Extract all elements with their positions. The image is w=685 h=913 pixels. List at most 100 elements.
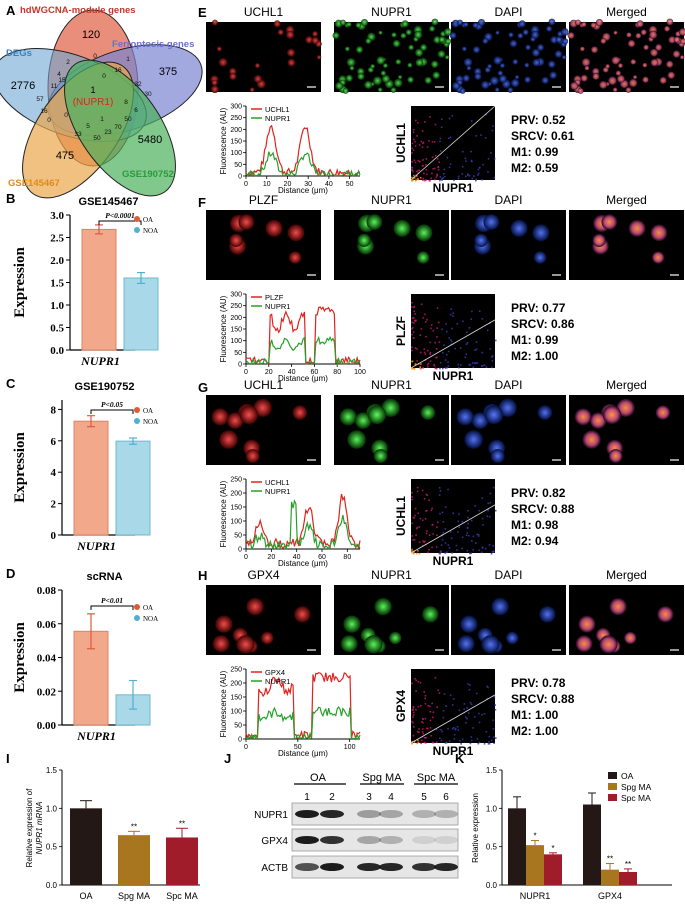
- scatter-point: [470, 739, 473, 742]
- scatter-point: [494, 737, 497, 739]
- scatter-point: [438, 341, 441, 343]
- cell: [253, 398, 272, 417]
- cell: [667, 71, 676, 80]
- scatter-point: [416, 490, 419, 493]
- fluor-y-tick-label: 150: [230, 505, 242, 512]
- y-tick-label: 0.0: [50, 345, 64, 357]
- scatter-point: [436, 173, 438, 176]
- fluor-y-tick-label: 100: [230, 709, 242, 716]
- fluor-line-uchl1: [245, 493, 361, 551]
- micrograph-merged: [567, 18, 685, 94]
- scatter-point: [424, 179, 426, 182]
- scatter-point: [454, 347, 457, 350]
- scatter-point: [411, 327, 413, 330]
- scatter-point: [472, 548, 475, 551]
- scatter-point: [424, 697, 427, 700]
- chart-title: scRNA: [86, 571, 122, 583]
- scatter-point: [493, 158, 496, 160]
- scatter-point: [466, 527, 469, 529]
- scatter-point: [475, 542, 477, 544]
- cell: [433, 36, 441, 44]
- scatter-point: [461, 172, 464, 175]
- scatter-point: [440, 739, 443, 742]
- scatter-fit-line: [410, 504, 496, 554]
- cell: [518, 20, 526, 28]
- scatter-point: [414, 145, 417, 147]
- cell: [524, 76, 531, 83]
- scatter-point: [464, 157, 467, 160]
- stat-m2: M2: 1.00: [511, 349, 559, 363]
- cell: [581, 57, 591, 67]
- wb-band: [357, 863, 381, 871]
- fluor-x-tick-label: 80: [333, 369, 341, 376]
- cell: [381, 74, 390, 83]
- cell: [211, 79, 218, 86]
- scatter-point: [420, 328, 423, 330]
- cell: [673, 36, 681, 43]
- scatter-point: [413, 538, 416, 541]
- channel-label-uchl1: UCHL1: [244, 5, 284, 19]
- scatter-point: [470, 160, 473, 163]
- wb-blot-strip: [291, 828, 459, 852]
- scatter-x-label: NUPR1: [433, 181, 474, 195]
- wb-lane-number: 4: [388, 792, 394, 803]
- scatter-point: [412, 707, 415, 709]
- stat-srcv: SRCV: 0.88: [511, 502, 575, 516]
- venn-small-count: 57: [36, 96, 44, 103]
- legend-marker: [134, 615, 140, 621]
- cell: [346, 21, 352, 27]
- stat-prv: PRV: 0.77: [511, 301, 566, 315]
- cell: [579, 46, 585, 52]
- scatter-point: [411, 548, 413, 551]
- scatter-point: [472, 535, 475, 538]
- wb-lane-number: 6: [443, 792, 449, 803]
- cell: [355, 46, 364, 54]
- scatter-point: [422, 317, 424, 319]
- fluor-line-nupr1: [245, 151, 361, 177]
- fluor-x-tick-label: 60: [318, 554, 326, 561]
- scatter-point: [429, 351, 432, 354]
- scatter-point: [448, 337, 451, 339]
- scatter-point: [478, 712, 480, 715]
- micrograph-plzf: [206, 210, 321, 280]
- cell: [400, 32, 407, 39]
- scatter-point: [411, 709, 414, 711]
- cell: [495, 30, 500, 35]
- stat-prv: PRV: 0.82: [511, 486, 566, 500]
- cell: [562, 38, 569, 45]
- wb-band: [357, 810, 381, 818]
- cell: [616, 398, 635, 417]
- cell: [493, 56, 502, 65]
- cell: [581, 21, 587, 27]
- scatter-point: [412, 734, 415, 737]
- fluor-line-nupr1: [245, 335, 361, 366]
- cell: [332, 31, 340, 39]
- scatter-point: [431, 524, 434, 526]
- scatter-point: [452, 698, 455, 700]
- bar-oa: [70, 808, 102, 885]
- scatter-point: [465, 343, 468, 346]
- scatter-point: [438, 161, 441, 163]
- cell: [506, 631, 519, 645]
- wb-protein-label: NUPR1: [254, 810, 288, 821]
- cell: [420, 405, 436, 420]
- scatter-point: [422, 718, 424, 721]
- scatter-point: [433, 364, 436, 367]
- venn-label-gse145467: GSE145467: [8, 178, 60, 189]
- stat-m1: M1: 0.98: [511, 518, 559, 532]
- scatter-point: [411, 161, 413, 163]
- cell: [589, 412, 607, 429]
- y-tick-label: 2: [51, 499, 57, 511]
- scatter-point: [412, 551, 415, 554]
- scatter-point: [491, 360, 494, 362]
- scatter-point: [455, 544, 458, 547]
- cell: [577, 87, 584, 94]
- scatter-background: [411, 294, 495, 368]
- scatter-point: [440, 126, 443, 129]
- cell: [471, 412, 489, 429]
- scatter-point: [426, 146, 429, 148]
- cell: [514, 75, 520, 80]
- scatter-point: [449, 313, 452, 316]
- scatter-point: [414, 140, 416, 143]
